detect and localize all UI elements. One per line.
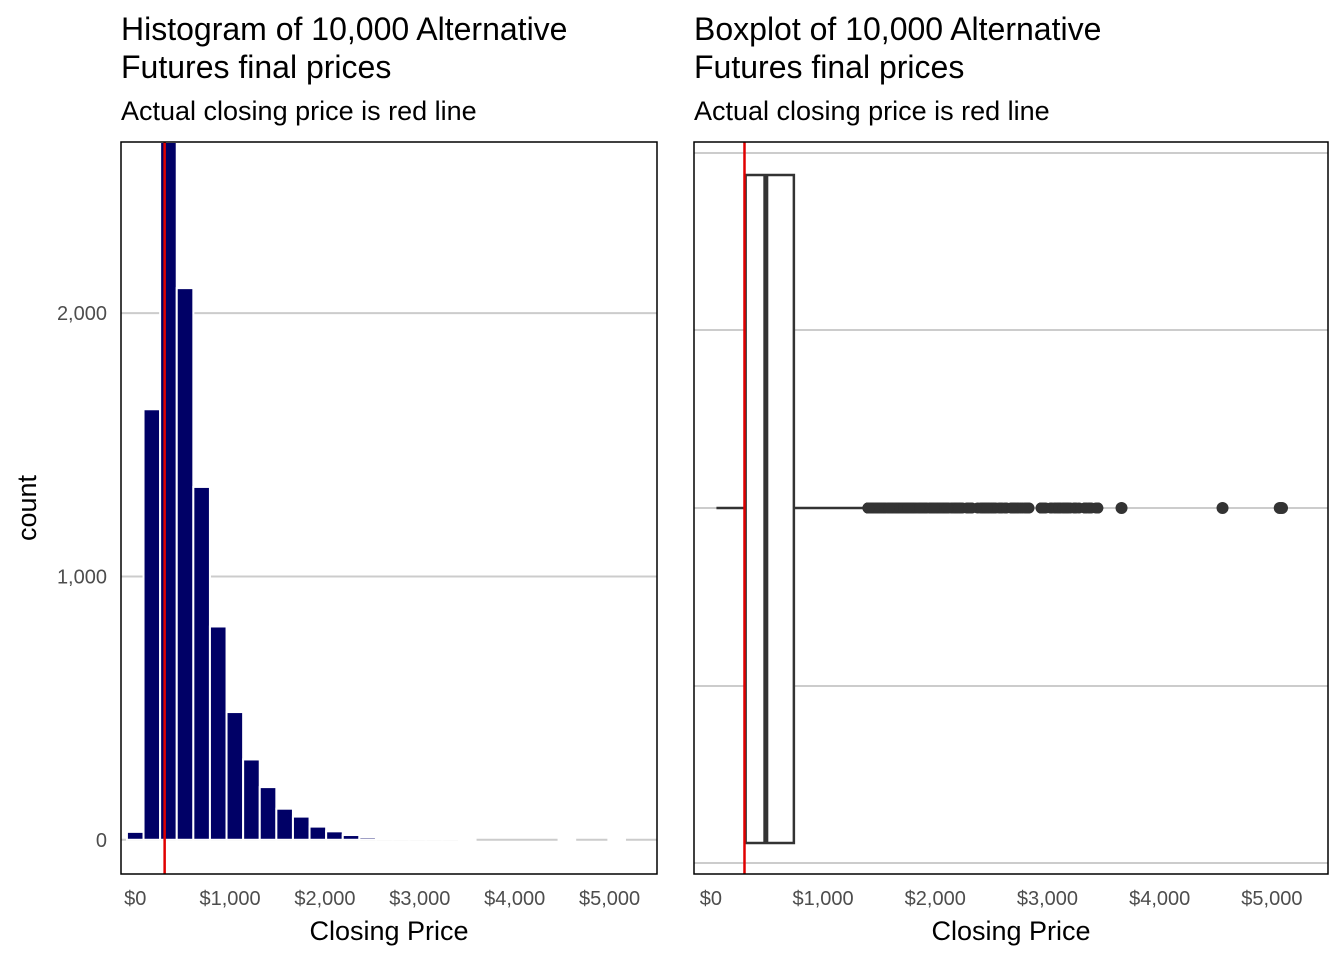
histogram-bar-16	[391, 837, 411, 841]
boxplot-panel-border	[693, 141, 1329, 875]
boxplot-outlier-point	[1275, 502, 1288, 514]
boxplot-outlier-point	[928, 502, 940, 514]
histogram-title-line1: Histogram of 10,000 Alternative	[121, 11, 568, 47]
histogram-y-axis-title: count	[12, 474, 42, 541]
histogram-bar-12	[325, 830, 344, 841]
histogram-y-tick-label: 1,000	[57, 566, 107, 588]
histogram-x-tick-label: $0	[124, 888, 146, 910]
boxplot-box	[744, 173, 796, 845]
boxplot-outlier-point	[965, 502, 977, 514]
histogram-panel-border	[120, 141, 658, 875]
boxplot-outlier-point	[914, 502, 926, 514]
boxplot-panel: $0 $1,000 $2,000 $3,000 $4,000 $5,000	[693, 141, 1329, 910]
histogram-bar-19	[441, 838, 460, 841]
histogram-bar-17	[408, 837, 427, 841]
histogram-title-line2: Futures final prices	[121, 49, 392, 85]
histogram-bar-4	[192, 485, 211, 841]
boxplot-x-axis-title: Closing Price	[931, 916, 1090, 946]
boxplot-outlier-point	[1035, 502, 1047, 514]
histogram-x-tick-label: $4,000	[484, 888, 545, 910]
histogram-bar-8	[258, 786, 278, 841]
boxplot-outlier-point	[941, 502, 953, 514]
histogram-bar-14	[358, 836, 377, 841]
boxplot-title: Boxplot of 10,000 Alternative Futures fi…	[694, 10, 1101, 86]
histogram-bar-9	[275, 807, 294, 841]
boxplot-outlier-point	[1007, 502, 1019, 514]
boxplot-x-tick-label: $2,000	[905, 888, 966, 910]
histogram-bar-10	[291, 815, 311, 841]
boxplot-outlier-point	[863, 502, 875, 514]
histogram-x-axis-title: Closing Price	[309, 916, 468, 946]
boxplot-title-line1: Boxplot of 10,000 Alternative	[694, 11, 1102, 47]
boxplot-outlier-point	[1216, 502, 1229, 514]
histogram-bar-13	[341, 834, 361, 841]
boxplot-outlier-point	[981, 502, 993, 514]
histogram-y-tick-label: 0	[96, 830, 107, 852]
histogram-bar-21	[557, 838, 577, 842]
boxplot-title-line2: Futures final prices	[694, 49, 965, 85]
histogram-bar-0	[125, 830, 145, 841]
histogram-bar-3	[175, 287, 195, 841]
histogram-bar-5	[208, 625, 228, 841]
histogram-x-tick-label: $1,000	[200, 888, 261, 910]
boxplot-x-tick-label: $4,000	[1129, 888, 1190, 910]
histogram-bar-20	[457, 838, 477, 842]
histogram-bar-7	[242, 758, 261, 841]
histogram-bar-11	[308, 825, 328, 841]
boxplot-outlier-point	[1059, 502, 1071, 514]
histogram-bar-15	[374, 837, 394, 841]
boxplot-x-tick-label: $0	[700, 888, 722, 910]
boxplot-outlier-point	[1092, 502, 1104, 514]
boxplot-outlier-point	[952, 502, 964, 514]
boxplot-x-tick-label: $5,000	[1241, 888, 1302, 910]
boxplot-x-tick-label: $3,000	[1017, 888, 1078, 910]
histogram-x-tick-label: $3,000	[389, 888, 450, 910]
histogram-y-tick-label: 2,000	[57, 303, 107, 325]
histogram-bar-1	[142, 408, 162, 841]
histogram-bar-18	[424, 838, 444, 841]
boxplot-outlier-point	[1080, 502, 1092, 514]
boxplot-subtitle: Actual closing price is red line	[694, 96, 1050, 126]
boxplot-outlier-point	[1020, 502, 1032, 514]
histogram-subtitle: Actual closing price is red line	[121, 96, 477, 126]
histogram-bar-6	[225, 711, 245, 841]
histogram-panel: 0 1,000 2,000 $0 $1,000 $2,000 $3,000 $4,000 $5,…	[57, 141, 658, 910]
boxplot-outlier-point	[883, 502, 895, 514]
histogram-bar-2	[159, 141, 178, 841]
histogram-x-tick-label: $5,000	[579, 888, 640, 910]
histogram-x-tick-label: $2,000	[294, 888, 355, 910]
histogram-bar-22	[607, 838, 626, 842]
histogram-title: Histogram of 10,000 Alternative Futures …	[121, 10, 567, 86]
boxplot-outlier-point	[1115, 502, 1128, 514]
boxplot-x-tick-label: $1,000	[792, 888, 853, 910]
boxplot-outlier-point	[902, 502, 914, 514]
